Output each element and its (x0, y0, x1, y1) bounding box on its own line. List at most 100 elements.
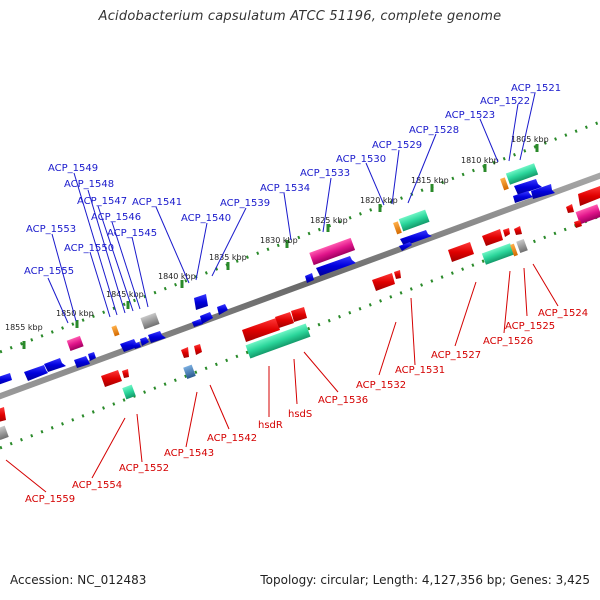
gene-feature (574, 220, 582, 228)
reverse-leaders (5, 263, 559, 493)
gene-label: ACP_1524 (538, 308, 588, 319)
gene-label: ACP_1531 (395, 365, 445, 376)
gene-feature (74, 356, 90, 368)
gene-feature (500, 177, 509, 191)
gene-feature (399, 242, 412, 251)
gene-feature (309, 237, 356, 266)
gene-feature (140, 312, 160, 330)
gene-label: ACP_1554 (72, 480, 122, 491)
topology-text: Topology: circular; Length: 4,127,356 bp… (260, 573, 590, 587)
gene-label: ACP_1549 (48, 163, 98, 174)
gene-feature (122, 369, 129, 378)
gene-label: ACP_1559 (25, 494, 75, 505)
gene-feature (0, 425, 9, 441)
gene-label: hsdS (288, 409, 312, 420)
gene-feature (133, 342, 141, 349)
gene-feature (398, 209, 430, 232)
gene-feature (44, 358, 66, 372)
gene-feature (510, 243, 518, 257)
gene-feature (122, 384, 136, 400)
scale-tick-labels: 1805 kbp 1810 kbp 1815 kbp 1820 kbp 1825… (5, 135, 549, 332)
gene-feature (514, 226, 522, 235)
tick-label: 1840 kbp (158, 272, 196, 281)
gene-label: ACP_1540 (181, 213, 231, 224)
tick-label: 1835 kbp (209, 253, 247, 262)
gene-label: ACP_1555 (24, 266, 74, 277)
gene-label: ACP_1534 (260, 183, 310, 194)
gene-feature (505, 163, 539, 185)
gene-label: ACP_1552 (119, 463, 169, 474)
gene-label: ACP_1547 (77, 196, 127, 207)
gene-feature (531, 184, 555, 199)
gene-feature (503, 228, 510, 237)
gene-feature (400, 230, 432, 246)
gene-feature (0, 407, 6, 422)
tick-label: 1855 kbp (5, 323, 43, 332)
gene-feature (394, 270, 401, 279)
gene-feature (200, 312, 213, 324)
tick-label: 1830 kbp (260, 236, 298, 245)
gene-label: ACP_1548 (64, 179, 114, 190)
gene-feature (217, 304, 228, 315)
gene-label: ACP_1539 (220, 198, 270, 209)
forward-labels: ACP_1521 ACP_1522 ACP_1523 ACP_1528 ACP_… (24, 83, 561, 277)
gene-feature (66, 335, 84, 352)
tick-label: 1805 kbp (511, 135, 549, 144)
gene-feature (316, 256, 356, 276)
gene-feature (0, 373, 12, 385)
tick-label: 1825 kbp (310, 216, 348, 225)
gene-feature (194, 344, 202, 355)
gene-label: ACP_1546 (91, 212, 141, 223)
forward-leaders (47, 92, 536, 324)
gene-feature (192, 319, 203, 327)
gene-feature (88, 352, 96, 361)
gene-feature (120, 339, 140, 352)
forward-genes (0, 163, 555, 385)
gene-feature (111, 325, 120, 337)
gene-feature (140, 337, 149, 346)
gene-label: ACP_1536 (318, 395, 368, 406)
gene-feature (194, 294, 208, 310)
gene-feature (482, 229, 503, 246)
gene-feature (24, 365, 48, 381)
gene-label: ACP_1521 (511, 83, 561, 94)
gene-feature (566, 204, 574, 213)
gene-feature (183, 364, 196, 380)
gene-feature (181, 347, 189, 358)
gene-label: ACP_1545 (107, 228, 157, 239)
gene-feature (372, 273, 395, 291)
gene-label: ACP_1522 (480, 96, 530, 107)
gene-label: ACP_1550 (64, 243, 114, 254)
map-title: Acidobacterium capsulatum ATCC 51196, co… (98, 9, 502, 24)
gene-label: ACP_1529 (372, 140, 422, 151)
gene-label: ACP_1543 (164, 448, 214, 459)
gene-label: ACP_1532 (356, 380, 406, 391)
gene-feature (481, 243, 515, 265)
gene-feature (305, 273, 314, 283)
genome-backbone (0, 172, 600, 400)
gene-label: ACP_1523 (445, 110, 495, 121)
gene-feature (291, 307, 307, 322)
reverse-labels: ACP_1524 ACP_1525 ACP_1526 ACP_1527 ACP_… (25, 308, 588, 505)
gene-label: ACP_1541 (132, 197, 182, 208)
gene-label: ACP_1542 (207, 433, 257, 444)
gene-feature (516, 238, 528, 254)
gene-label: ACP_1528 (409, 125, 459, 136)
gene-feature (514, 179, 542, 195)
scale-ticks (22, 144, 539, 349)
gene-label: ACP_1530 (336, 154, 386, 165)
gene-label: hsdR (258, 420, 283, 431)
gene-label: ACP_1553 (26, 224, 76, 235)
tick-label: 1815 kbp (411, 176, 449, 185)
gene-feature (575, 204, 600, 225)
gene-feature (242, 318, 280, 342)
gene-feature (578, 186, 600, 206)
tick-label: 1820 kbp (360, 196, 398, 205)
gene-feature (148, 331, 166, 343)
gene-feature (393, 221, 402, 235)
tick-label: 1850 kbp (56, 309, 94, 318)
gene-label: ACP_1527 (431, 350, 481, 361)
gene-feature (448, 242, 474, 262)
gene-label: ACP_1525 (505, 321, 555, 332)
gene-label: ACP_1533 (300, 168, 350, 179)
